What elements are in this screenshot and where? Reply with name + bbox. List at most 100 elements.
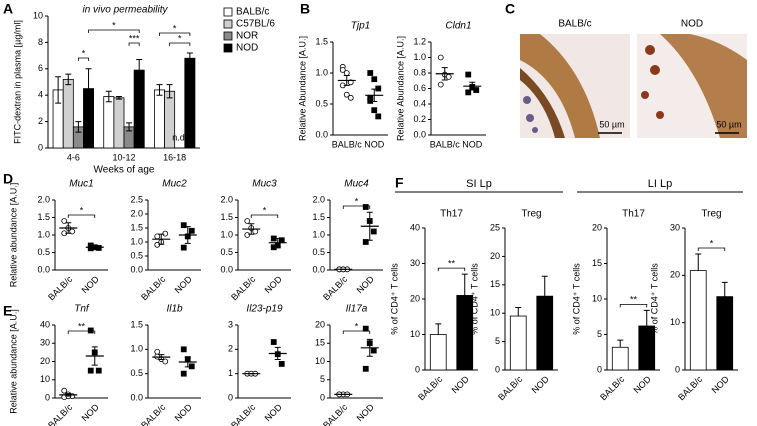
- error-bar: [274, 346, 281, 361]
- y-axis-label: % of CD4⁺ T cells: [649, 263, 659, 335]
- y-axis-label: % of CD4⁺ T cells: [571, 263, 581, 335]
- y-axis-label: Relative Abundance [A.U.]: [395, 36, 405, 141]
- y-tick-label: 1.0: [130, 236, 143, 246]
- y-tick-label: 0: [45, 392, 50, 402]
- data-point: [362, 204, 369, 210]
- panel-label: E: [3, 303, 12, 319]
- y-tick-label: 30: [410, 258, 420, 268]
- data-point: [437, 81, 444, 88]
- y-tick-label: 20: [40, 356, 50, 366]
- y-tick-label: 0: [38, 142, 43, 152]
- chart-title: Il1b: [166, 304, 183, 315]
- error-bar: [156, 84, 163, 96]
- data-point: [95, 245, 102, 251]
- significance-bracket: [342, 330, 371, 334]
- y-tick-label: 0.5: [312, 247, 325, 257]
- y-tick-label: 2.0: [312, 194, 325, 204]
- y-tick-label: 2: [228, 344, 233, 354]
- significance-label: ***: [129, 33, 140, 43]
- significance-label: **: [448, 259, 456, 269]
- annotation: n.d.: [172, 132, 187, 142]
- y-tick-label: 4: [38, 90, 43, 100]
- y-tick-label: 2: [38, 116, 43, 126]
- x-tick-label: NOD: [462, 139, 483, 149]
- data-point: [252, 228, 259, 235]
- significance-bracket: [437, 267, 466, 272]
- y-tick-label: 1.5: [130, 319, 143, 329]
- x-tick-label: BALB/c: [598, 374, 627, 403]
- y-tick-label: 1.0: [220, 229, 233, 239]
- error-bar: [85, 68, 92, 109]
- y-tick-label: 10: [670, 317, 680, 327]
- x-tick-label: NOD: [263, 402, 285, 424]
- error-bar: [75, 121, 82, 133]
- data-point: [61, 387, 68, 394]
- y-tick-label: 40: [40, 319, 50, 329]
- panel-label: F: [395, 175, 404, 191]
- x-tick-label: 10-12: [112, 152, 135, 162]
- y-tick-label: 1.5: [312, 212, 325, 222]
- significance-bracket: [78, 57, 89, 61]
- significance-bracket: [67, 214, 96, 218]
- y-tick-label: 0: [415, 364, 420, 374]
- y-tick-label: 0.5: [130, 368, 143, 378]
- legend-swatch: [223, 19, 233, 29]
- data-point: [465, 89, 472, 96]
- bar: [133, 69, 145, 149]
- y-tick-label: 20: [670, 270, 680, 280]
- error-bar: [366, 211, 373, 241]
- y-tick-label: 2.5: [130, 194, 143, 204]
- y-tick-label: 1.0: [312, 229, 325, 239]
- y-tick-label: 0.8: [413, 67, 426, 77]
- panel-label: B: [300, 1, 310, 17]
- y-tick-label: 0.0: [312, 264, 325, 274]
- bar: [103, 96, 115, 149]
- data-point: [367, 98, 374, 104]
- y-axis-label: % of CD4⁺ T cells: [469, 263, 479, 335]
- legend-swatch: [223, 31, 233, 41]
- x-tick-label: 4-6: [67, 152, 80, 162]
- significance-bracket: [128, 42, 140, 46]
- y-tick-label: 10: [315, 356, 325, 366]
- bar: [113, 97, 125, 149]
- y-tick-label: 1: [228, 368, 233, 378]
- x-tick-label: NOD: [173, 274, 195, 296]
- y-tick-label: 3: [228, 319, 233, 329]
- significance-label: *: [263, 205, 267, 215]
- data-point: [244, 232, 251, 238]
- y-tick-label: 10: [410, 329, 420, 339]
- y-tick-label: 0: [597, 364, 602, 374]
- x-tick-label: NOD: [632, 374, 654, 396]
- group-title: LI Lp: [648, 178, 672, 190]
- y-tick-label: 10: [592, 293, 602, 303]
- significance-bracket: [169, 42, 191, 46]
- y-tick-label: 1.0: [37, 229, 50, 239]
- y-tick-label: 0.5: [37, 247, 50, 257]
- bar: [509, 315, 527, 371]
- y-tick-label: 2.0: [220, 194, 233, 204]
- x-tick-label: NOD: [355, 274, 377, 296]
- chart-title: Il23-p19: [246, 304, 283, 315]
- x-tick-label: NOD: [364, 139, 385, 149]
- error-bar: [248, 223, 255, 235]
- chart-title: Muc2: [162, 179, 187, 190]
- data-point: [180, 370, 187, 377]
- x-tick-label: BALB/c: [430, 139, 461, 149]
- group-title: SI Lp: [466, 178, 492, 190]
- error-bar: [91, 346, 98, 366]
- chart-title: Tnf: [74, 304, 90, 315]
- bar: [689, 270, 707, 371]
- y-axis-label: % of CD4⁺ T cells: [389, 263, 399, 335]
- error-bar: [184, 226, 191, 244]
- chart-title: in vivo permeability: [82, 5, 168, 16]
- data-point: [162, 358, 169, 365]
- scale-bar-label: 50 µm: [716, 119, 741, 129]
- chart-title: Treg: [701, 209, 721, 220]
- error-bar: [186, 52, 193, 65]
- data-point: [270, 339, 277, 345]
- y-tick-label: 5: [495, 336, 500, 346]
- y-tick-label: 1.2: [413, 36, 426, 46]
- data-point: [347, 79, 354, 86]
- bar: [62, 78, 74, 149]
- error-bar: [158, 354, 165, 361]
